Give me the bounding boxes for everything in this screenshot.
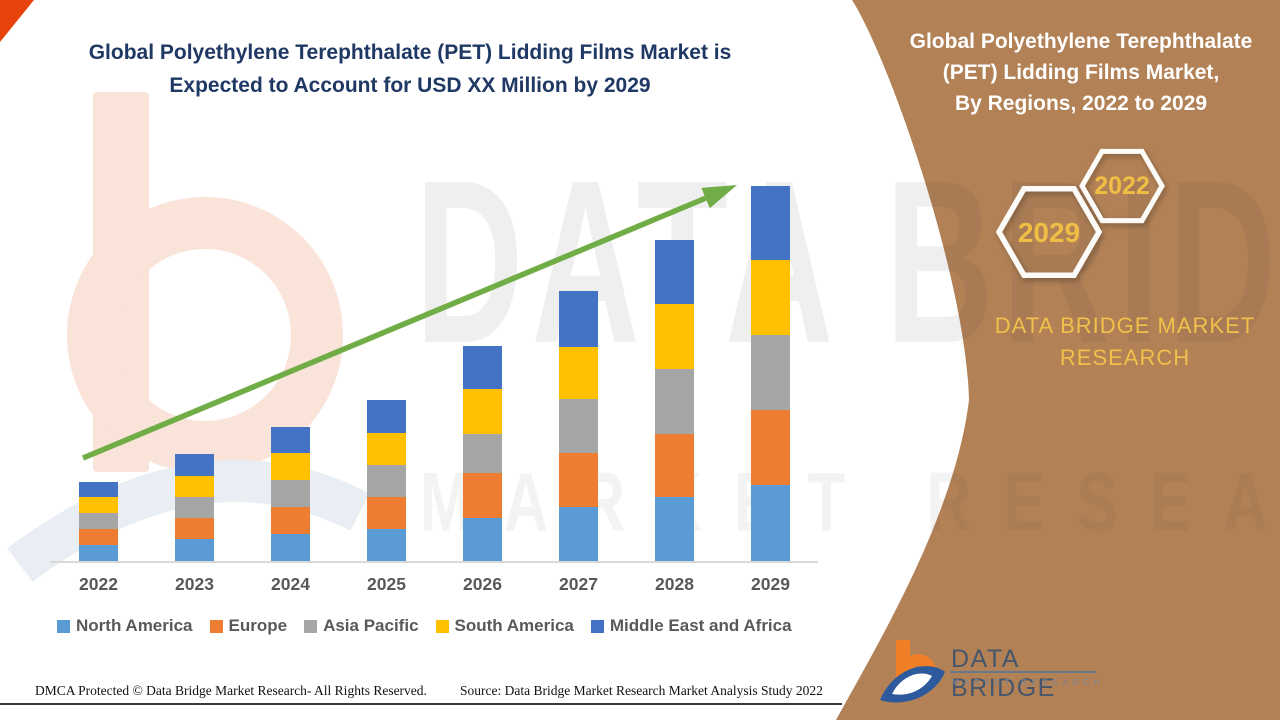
bar-segment-north-america [463,518,502,561]
source-note: Source: Data Bridge Market Research Mark… [460,683,823,698]
bar-segment-middle-east-and-africa [175,454,214,476]
legend-item: Asia Pacific [304,616,419,636]
hexagon-badge-2022: 2022 [1079,148,1165,224]
bar-segment-middle-east-and-africa [367,400,406,433]
legend-swatch-icon [209,619,223,633]
bar-segment-north-america [175,539,214,561]
legend-label: Europe [228,616,288,635]
sidebar-brand-text: DATA BRIDGE MARKET RESEARCH [975,310,1275,374]
sidebar-title: Global Polyethylene Terephthalate (PET) … [885,26,1277,119]
x-axis-label: 2027 [559,574,598,594]
legend-label: North America [76,616,193,635]
bar-segment-asia-pacific [367,465,406,497]
dmca-notice: DMCA Protected © Data Bridge Market Rese… [35,683,427,698]
bar-segment-south-america [559,347,598,399]
bar-segment-south-america [175,476,214,497]
x-axis-label: 2026 [463,574,502,594]
x-axis-label: 2029 [751,574,790,594]
bar-segment-europe [175,518,214,539]
bar-segment-europe [655,434,694,497]
bar-segment-middle-east-and-africa [559,291,598,347]
page-title-line2: Expected to Account for USD XX Million b… [169,74,651,97]
bar-segment-south-america [79,497,118,513]
legend-swatch-icon [57,619,70,633]
chart-legend: North America Europe Asia Pacific South Ame… [57,616,792,636]
corner-accent-triangle [0,0,34,42]
legend-item: Middle East and Africa [590,616,792,636]
bar-segment-asia-pacific [655,369,694,434]
bar-segment-south-america [463,389,502,434]
hexagon-badges: 2022 2029 [995,148,1165,279]
bar-segment-europe [751,410,790,485]
sidebar-brand-line1: DATA BRIDGE MARKET [994,313,1256,338]
bar-segment-middle-east-and-africa [463,346,502,389]
bar-segment-asia-pacific [559,399,598,453]
databridge-logo-underline [950,671,1096,673]
bar-segment-south-america [655,304,694,369]
x-axis-line [50,561,818,563]
hexagon-badge-2029: 2029 [995,185,1103,279]
legend-item: Europe [209,616,288,636]
bar-segment-middle-east-and-africa [79,482,118,497]
legend-swatch-icon [435,619,449,633]
bar-segment-middle-east-and-africa [751,186,790,260]
bar-segment-north-america [367,529,406,561]
x-axis-label: 2028 [655,574,694,594]
bar-segment-north-america [751,485,790,561]
x-axis-label: 2023 [175,574,214,594]
databridge-logo-icon [880,640,945,703]
x-axis-label: 2022 [79,574,118,594]
hexagon-year-2029: 2029 [1018,217,1080,248]
bar-segment-asia-pacific [271,480,310,507]
databridge-logo-title: DATA BRIDGE [951,645,1056,702]
bar-segment-middle-east-and-africa [271,427,310,453]
bar-segment-asia-pacific [79,513,118,529]
bar-segment-north-america [271,534,310,561]
legend-item: South America [435,616,574,636]
sidebar-title-line3: By Regions, 2022 to 2029 [954,92,1208,115]
bar-segment-europe [367,497,406,529]
bar-segment-europe [79,529,118,545]
bar-segment-asia-pacific [175,497,214,518]
bar-segment-north-america [79,545,118,561]
x-axis-label: 2024 [271,574,310,594]
sidebar-title-line2: (PET) Lidding Films Market, [942,61,1220,84]
legend-label: Middle East and Africa [609,616,792,635]
sidebar-brand-line2: RESEARCH [1059,345,1191,370]
legend-swatch-icon [590,619,604,633]
databridge-logo-subtitle: MARKET RESEARCH [952,677,1105,687]
bar-segment-asia-pacific [751,335,790,410]
bar-segment-europe [463,473,502,518]
bar-segment-europe [559,453,598,507]
bar-segment-south-america [751,260,790,335]
bar-segment-south-america [271,453,310,480]
bar-segment-south-america [367,433,406,465]
x-axis-label: 2025 [367,574,406,594]
bar-segment-asia-pacific [463,434,502,473]
legend-label: Asia Pacific [323,616,419,635]
page-title-line1: Global Polyethylene Terephthalate (PET) … [88,41,732,64]
page-title: Global Polyethylene Terephthalate (PET) … [30,36,790,102]
legend-item: North America [57,616,193,636]
legend-swatch-icon [304,619,318,633]
bar-segment-europe [271,507,310,534]
bar-segment-middle-east-and-africa [655,240,694,304]
hexagon-year-2022: 2022 [1094,172,1150,200]
sidebar-title-line1: Global Polyethylene Terephthalate [909,30,1253,53]
bar-segment-north-america [559,507,598,561]
footer-divider [0,703,842,705]
bar-segment-north-america [655,497,694,561]
legend-label: South America [454,616,574,635]
